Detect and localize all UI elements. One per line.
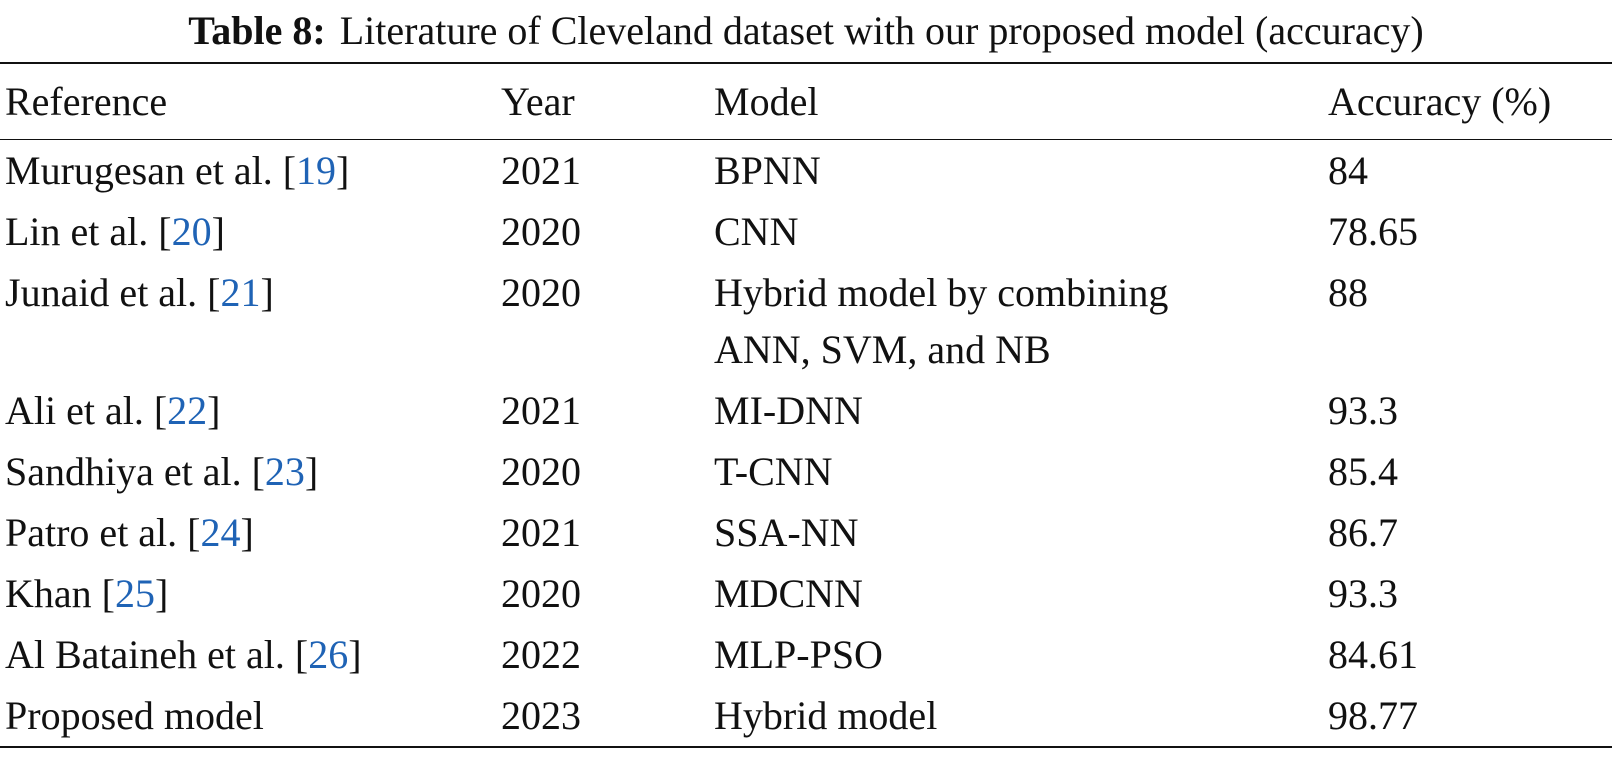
model-line: MDCNN (714, 571, 863, 616)
model-cell: BPNN (709, 140, 1323, 202)
year-cell: 2021 (501, 388, 581, 433)
reference-text: Proposed model (5, 693, 264, 738)
table: Reference Year Model Accuracy (%) Murugesan… (0, 62, 1612, 748)
reference-text: Ali et al. [ (5, 388, 168, 433)
table-row: Khan [25] 2020 MDCNN 93.3 (0, 563, 1612, 624)
reference-cell: Lin et al. [20] (0, 201, 496, 262)
reference-cell: Murugesan et al. [19] (0, 140, 496, 202)
model-cell: T-CNN (709, 441, 1323, 502)
accuracy-cell: 78.65 (1328, 209, 1418, 254)
accuracy-cell: 84.61 (1328, 632, 1418, 677)
reference-text: ] (304, 449, 319, 494)
model-line: T-CNN (714, 449, 833, 494)
citation-link: 23 (264, 449, 305, 494)
reference-cell: Khan [25] (0, 563, 496, 624)
reference-text: ] (336, 148, 350, 193)
year-cell: 2020 (501, 209, 581, 254)
year-cell: 2021 (501, 510, 581, 555)
header-cell: Reference (5, 79, 168, 124)
model-line: MLP-PSO (714, 632, 883, 677)
reference-text: ] (211, 209, 225, 254)
accuracy-cell: 86.7 (1328, 510, 1398, 555)
accuracy-cell: 93.3 (1328, 388, 1398, 433)
table-row: Lin et al. [20] 2020 CNN 78.65 (0, 201, 1612, 262)
model-cell: Hybrid model (709, 685, 1323, 747)
citation-link: 19 (296, 148, 337, 193)
accuracy-cell: 98.77 (1328, 693, 1418, 738)
year-cell: 2023 (501, 693, 581, 738)
citation-link: 26 (308, 632, 349, 677)
reference-text: ] (260, 270, 274, 315)
reference-text: ] (240, 510, 254, 555)
table-row: Al Bataineh et al. [26] 2022 MLP-PSO 84.61 (0, 624, 1612, 685)
reference-text: ] (348, 632, 362, 677)
year-cell: 2020 (501, 449, 581, 494)
model-cell: SSA-NN (709, 502, 1323, 563)
year-cell: 2020 (501, 270, 581, 315)
caption-label: Table 8: (188, 8, 326, 53)
reference-text: Lin et al. [ (5, 209, 172, 254)
model-cell: MDCNN (709, 563, 1323, 624)
reference-cell: Patro et al. [24] (0, 502, 496, 563)
table-row: Patro et al. [24] 2021 SSA-NN 86.7 (0, 502, 1612, 563)
model-line: ANN, SVM, and NB (714, 327, 1051, 372)
reference-text: Khan [ (5, 571, 115, 616)
citation-link: 20 (171, 209, 212, 254)
accuracy-cell: 93.3 (1328, 571, 1398, 616)
accuracy-cell: 85.4 (1328, 449, 1398, 494)
model-line: Hybrid model (714, 693, 938, 738)
header-row: Reference Year Model Accuracy (%) (0, 63, 1612, 140)
year-cell: 2021 (501, 148, 581, 193)
model-cell: CNN (709, 201, 1323, 262)
table-row: Ali et al. [22] 2021 MI-DNN 93.3 (0, 380, 1612, 441)
reference-text: Patro et al. [ (5, 510, 201, 555)
table-body: Murugesan et al. [19] 2021 BPNN 84 Lin et al… (0, 140, 1612, 748)
header-cell: Year (501, 79, 575, 124)
model-line: CNN (714, 209, 799, 254)
model-cell: MI-DNN (709, 380, 1323, 441)
reference-text: ] (207, 388, 221, 433)
model-line: SSA-NN (714, 510, 859, 555)
table-row: Sandhiya et al. [23] 2020 T-CNN 85.4 (0, 441, 1612, 502)
table-row: Murugesan et al. [19] 2021 BPNN 84 (0, 140, 1612, 202)
table-caption: Table 8: Literature of Cleveland dataset … (0, 0, 1612, 62)
citation-link: 21 (220, 270, 261, 315)
table-row: Junaid et al. [21] 2020 Hybrid model by co… (0, 262, 1612, 380)
year-cell: 2022 (501, 632, 581, 677)
reference-text: Sandhiya et al. [ (5, 449, 265, 494)
reference-cell: Junaid et al. [21] (0, 262, 496, 380)
reference-cell: Sandhiya et al. [23] (0, 441, 496, 502)
citation-link: 24 (200, 510, 241, 555)
reference-text: Al Bataineh et al. [ (5, 632, 309, 677)
model-line: BPNN (714, 148, 821, 193)
model-cell: MLP-PSO (709, 624, 1323, 685)
reference-cell: Proposed model (0, 685, 496, 747)
model-cell: Hybrid model by combining ANN, SVM, and N… (709, 262, 1323, 380)
year-cell: 2020 (501, 571, 581, 616)
model-line: Hybrid model by combining (714, 270, 1169, 315)
reference-text: Murugesan et al. [ (5, 148, 297, 193)
table-row: Proposed model 2023 Hybrid model 98.77 (0, 685, 1612, 747)
caption-text: Literature of Cleveland dataset with our… (339, 8, 1424, 53)
reference-cell: Al Bataineh et al. [26] (0, 624, 496, 685)
header-cell: Model (714, 79, 819, 124)
accuracy-cell: 88 (1328, 270, 1368, 315)
model-line: MI-DNN (714, 388, 863, 433)
header-cell: Accuracy (%) (1328, 79, 1552, 124)
citation-link: 25 (114, 571, 155, 616)
reference-text: ] (154, 571, 169, 616)
accuracy-cell: 84 (1328, 148, 1368, 193)
reference-cell: Ali et al. [22] (0, 380, 496, 441)
reference-text: Junaid et al. [ (5, 270, 221, 315)
citation-link: 22 (167, 388, 208, 433)
